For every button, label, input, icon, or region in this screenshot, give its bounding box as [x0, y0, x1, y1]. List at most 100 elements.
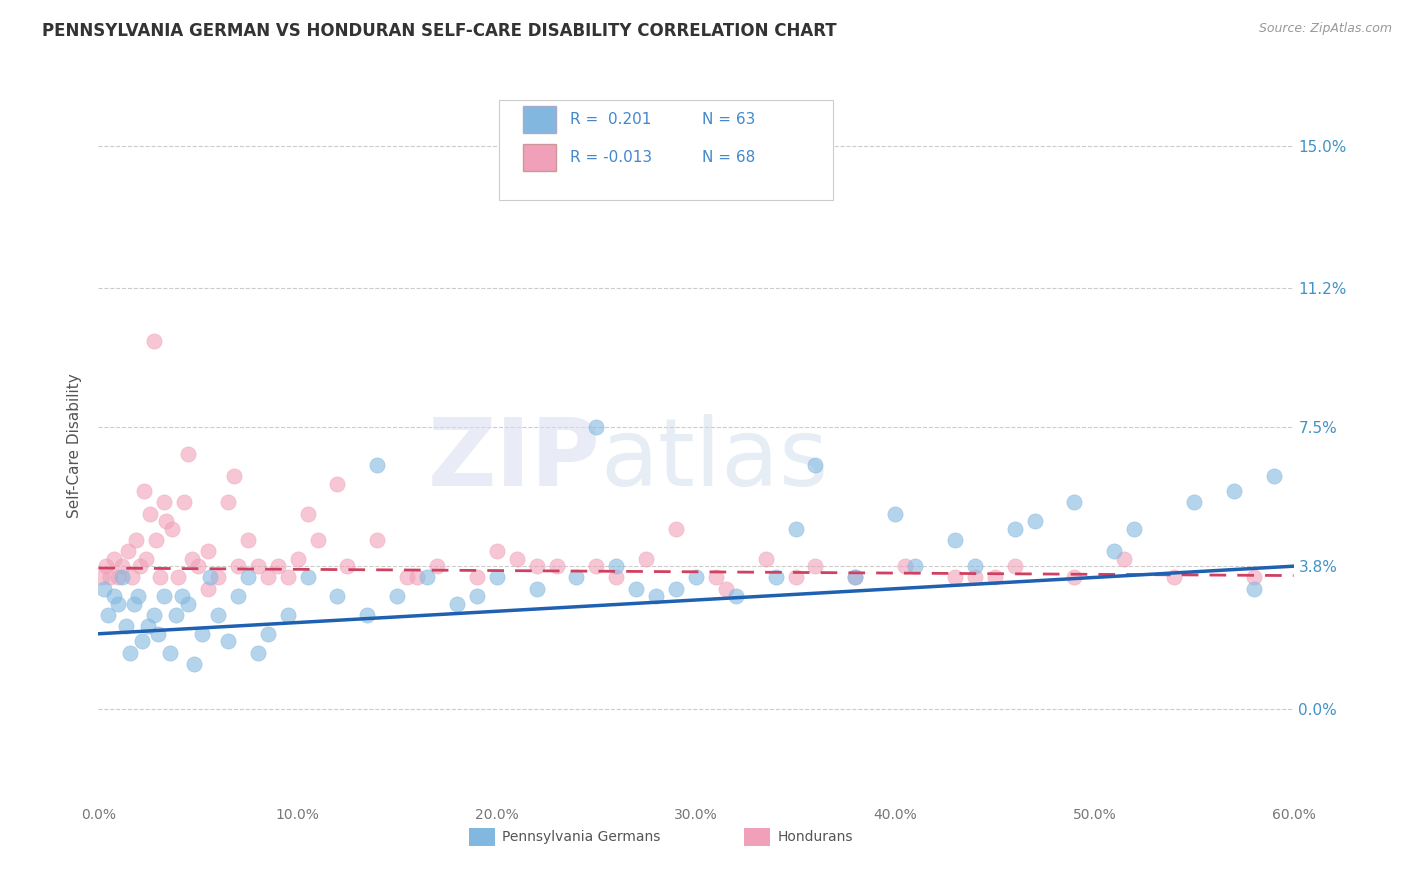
Point — [149, 570, 172, 584]
FancyBboxPatch shape — [523, 145, 557, 171]
Point — [134, 484, 156, 499]
Point — [1223, 484, 1246, 499]
Point — [446, 597, 468, 611]
Point — [297, 570, 319, 584]
FancyBboxPatch shape — [499, 100, 834, 200]
Point — [984, 570, 1007, 584]
FancyBboxPatch shape — [470, 828, 495, 846]
Point — [943, 570, 966, 584]
Point — [256, 627, 278, 641]
Text: Hondurans: Hondurans — [778, 830, 852, 844]
Point — [135, 551, 157, 566]
Point — [755, 551, 778, 566]
Point — [385, 589, 409, 603]
Point — [226, 589, 249, 603]
Point — [485, 570, 508, 584]
Point — [526, 582, 548, 596]
Text: N = 68: N = 68 — [702, 150, 755, 165]
Point — [506, 551, 529, 566]
Point — [894, 559, 917, 574]
Point — [103, 589, 125, 603]
Point — [98, 570, 122, 584]
Point — [246, 646, 269, 660]
Point — [1123, 522, 1146, 536]
Point — [256, 570, 278, 584]
Point — [1004, 522, 1026, 536]
Point — [197, 544, 219, 558]
Point — [565, 570, 588, 584]
Text: PENNSYLVANIA GERMAN VS HONDURAN SELF-CARE DISABILITY CORRELATION CHART: PENNSYLVANIA GERMAN VS HONDURAN SELF-CAR… — [42, 22, 837, 40]
Point — [103, 551, 125, 566]
Point — [426, 559, 449, 574]
Point — [207, 607, 229, 622]
Point — [145, 533, 167, 547]
Point — [222, 469, 245, 483]
Point — [585, 559, 607, 574]
Point — [356, 607, 378, 622]
Point — [125, 533, 148, 547]
Point — [277, 570, 299, 584]
Point — [287, 551, 309, 566]
Point — [336, 559, 359, 574]
FancyBboxPatch shape — [523, 106, 557, 134]
Point — [167, 570, 190, 584]
Point — [191, 627, 214, 641]
Text: R =  0.201: R = 0.201 — [571, 112, 652, 128]
Point — [645, 589, 668, 603]
Point — [704, 570, 727, 584]
Point — [1024, 514, 1046, 528]
Point — [714, 582, 737, 596]
Point — [246, 559, 269, 574]
Point — [963, 559, 986, 574]
Y-axis label: Self-Care Disability: Self-Care Disability — [67, 374, 83, 518]
Point — [1063, 495, 1085, 509]
Point — [277, 607, 299, 622]
Point — [143, 334, 166, 348]
Point — [143, 607, 166, 622]
Point — [148, 627, 170, 641]
Point — [183, 657, 205, 671]
Text: ZIP: ZIP — [427, 414, 600, 507]
Point — [139, 507, 162, 521]
Point — [636, 551, 658, 566]
Point — [136, 619, 159, 633]
Point — [963, 570, 986, 584]
Point — [1243, 570, 1265, 584]
Point — [173, 495, 195, 509]
Point — [120, 646, 142, 660]
Point — [366, 458, 388, 472]
Point — [1063, 570, 1085, 584]
Point — [207, 570, 229, 584]
Point — [111, 570, 134, 584]
Point — [297, 507, 319, 521]
Point — [605, 570, 627, 584]
Point — [198, 570, 221, 584]
Point — [153, 589, 176, 603]
Text: atlas: atlas — [600, 414, 828, 507]
Point — [127, 589, 149, 603]
Point — [1004, 559, 1026, 574]
Point — [724, 589, 747, 603]
Point — [181, 551, 204, 566]
Point — [177, 446, 200, 460]
Point — [943, 533, 966, 547]
Point — [1182, 495, 1205, 509]
Point — [844, 570, 866, 584]
Point — [326, 589, 349, 603]
Point — [785, 570, 807, 584]
Point — [465, 589, 488, 603]
Text: N = 63: N = 63 — [702, 112, 755, 128]
Point — [131, 634, 153, 648]
Point — [177, 597, 200, 611]
Point — [1263, 469, 1285, 483]
Point — [117, 544, 139, 558]
Point — [366, 533, 388, 547]
Point — [267, 559, 290, 574]
Point — [626, 582, 648, 596]
Point — [111, 559, 134, 574]
Point — [236, 570, 259, 584]
Point — [121, 570, 143, 584]
Point — [236, 533, 259, 547]
Point — [406, 570, 429, 584]
Point — [396, 570, 419, 584]
